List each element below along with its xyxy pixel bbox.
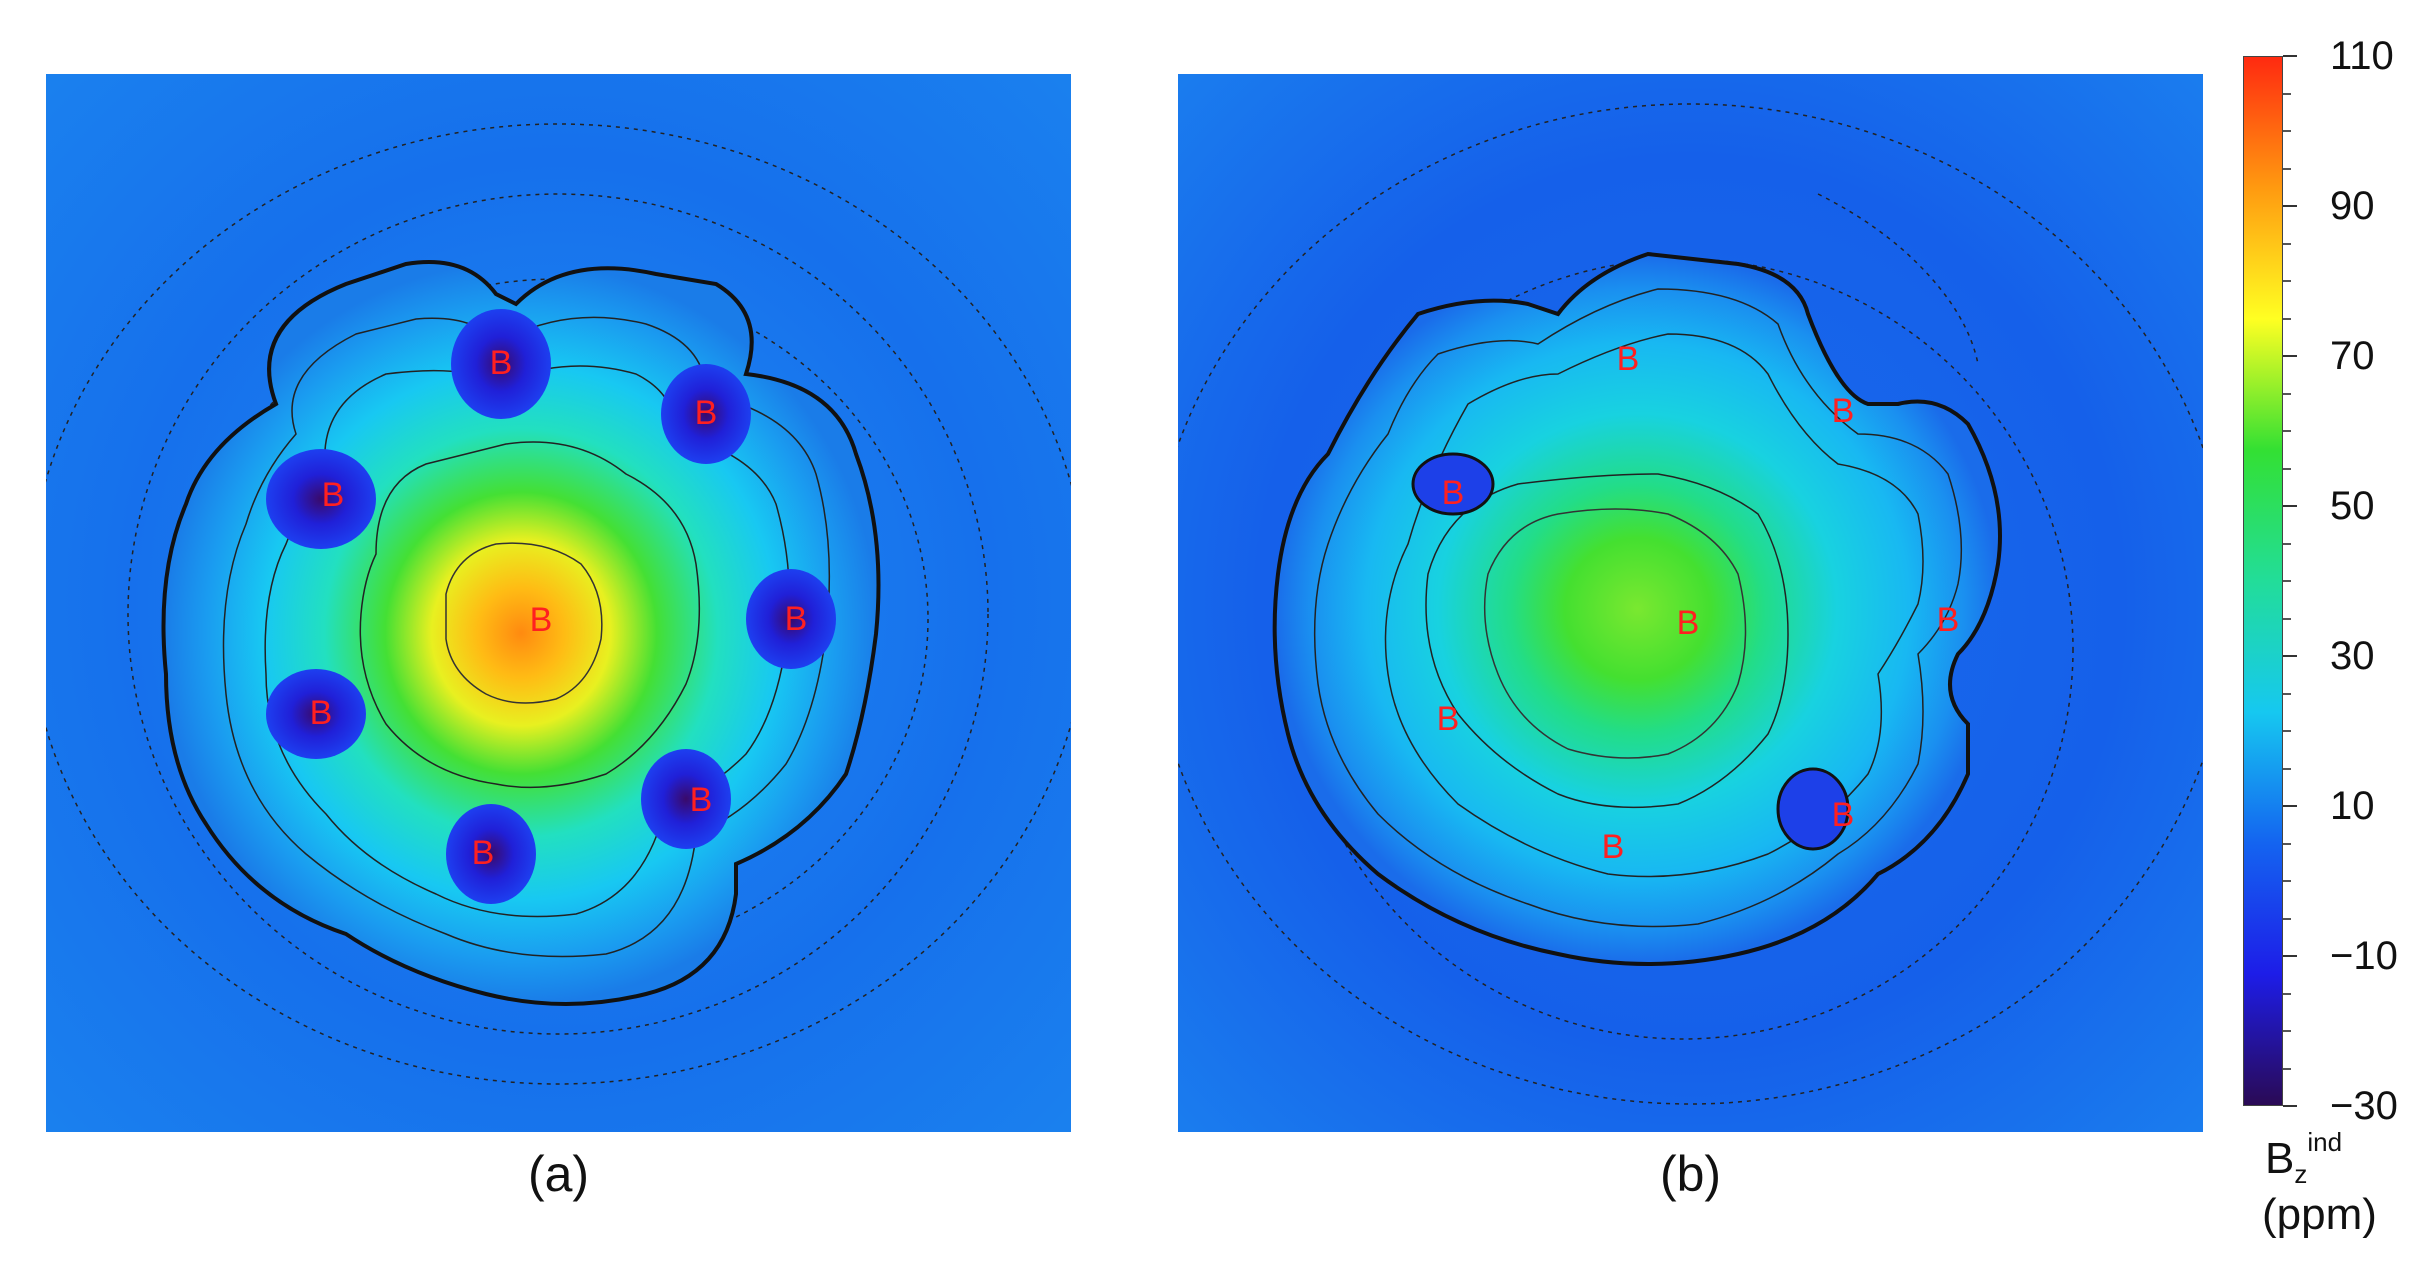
colorbar-minor-tick xyxy=(2283,392,2291,395)
shielded-region xyxy=(641,749,731,849)
colorbar-tick-label: 70 xyxy=(2330,334,2375,378)
colorbar-tick-label: 30 xyxy=(2330,634,2375,678)
colorbar-minor-tick xyxy=(2283,917,2291,920)
colorbar-tick xyxy=(2283,355,2297,357)
colorbar-minor-tick xyxy=(2283,280,2291,282)
atom-label: B xyxy=(1832,796,1855,834)
shielded-region xyxy=(1411,452,1495,516)
contour-line xyxy=(1178,103,2203,1105)
colorbar-minor-tick xyxy=(2283,317,2291,320)
atom-label: B xyxy=(1437,700,1460,738)
colorbar-tick-label: −30 xyxy=(2330,1084,2398,1128)
heatmap-b-svg: B B B B B B B B xyxy=(1178,74,2203,1132)
shielded-region xyxy=(446,804,536,904)
colorbar-tick xyxy=(2283,1105,2297,1107)
atom-label: B xyxy=(472,834,495,872)
colorbar-tick xyxy=(2283,505,2297,507)
colorbar-minor-tick xyxy=(2283,1067,2291,1070)
colorbar-title-sub: z xyxy=(2294,1159,2308,1189)
colorbar-minor-tick xyxy=(2283,92,2291,95)
colorbar-minor-tick xyxy=(2283,767,2291,770)
panel-caption-a: (a) xyxy=(527,1146,590,1202)
colorbar-title-sup: ind xyxy=(2307,1127,2343,1157)
atom-label: B xyxy=(322,476,345,514)
colorbar-tick xyxy=(2283,205,2297,207)
contour-line xyxy=(222,316,831,958)
atom-label: B xyxy=(785,600,808,638)
heatmap-panel-a: B B B B B B B B xyxy=(46,74,1071,1132)
contour-line xyxy=(359,441,701,789)
contour-line xyxy=(1384,333,1924,878)
atom-label: B xyxy=(1602,828,1625,866)
atom-label: B xyxy=(690,781,713,819)
colorbar-minor-tick xyxy=(2283,130,2291,132)
shielded-region xyxy=(266,669,366,759)
colorbar-tick-label: −10 xyxy=(2330,934,2398,978)
atom-label: B xyxy=(1617,340,1640,378)
colorbar-tick xyxy=(2283,655,2297,657)
colorbar-minor-tick xyxy=(2283,880,2291,882)
contour-line xyxy=(46,123,1071,1085)
shielded-region xyxy=(266,449,376,549)
shielded-region xyxy=(746,569,836,669)
shielded-region xyxy=(451,309,551,419)
colorbar-tick-label: 110 xyxy=(2330,34,2394,78)
atom-label: B xyxy=(490,344,513,382)
atom-label: B xyxy=(695,394,718,432)
atom-label: B xyxy=(310,694,333,732)
contour-line xyxy=(127,193,989,1035)
colorbar-tick xyxy=(2283,55,2297,57)
contour-line xyxy=(445,542,603,704)
contour-line xyxy=(1817,193,1979,365)
contour-line xyxy=(187,278,929,960)
colorbar-minor-tick xyxy=(2283,580,2291,582)
atom-label: B xyxy=(1937,601,1960,639)
shielded-region xyxy=(661,364,751,464)
panel-caption-b: (b) xyxy=(1659,1146,1722,1202)
colorbar-unit: (ppm) xyxy=(2262,1190,2377,1239)
colorbar xyxy=(2243,56,2283,1106)
colorbar-tick xyxy=(2283,955,2297,957)
colorbar-minor-tick xyxy=(2283,730,2291,732)
atom-label: B xyxy=(1442,474,1465,512)
colorbar-minor-tick xyxy=(2283,430,2291,432)
colorbar-tick-label: 10 xyxy=(2330,784,2375,828)
colorbar-minor-tick xyxy=(2283,617,2291,620)
colorbar-tick-label: 90 xyxy=(2330,184,2375,228)
colorbar-title-main: B xyxy=(2265,1134,2295,1183)
contour-line xyxy=(1483,508,1747,759)
contour-line xyxy=(1425,473,1789,809)
heatmap-panel-b: B B B B B B B B xyxy=(1178,74,2203,1132)
colorbar-tick-label: 50 xyxy=(2330,484,2375,528)
colorbar-minor-tick xyxy=(2283,242,2291,245)
colorbar-minor-tick xyxy=(2283,167,2291,170)
colorbar-minor-tick xyxy=(2283,692,2291,695)
heatmap-a-svg: B B B B B B B B xyxy=(46,74,1071,1132)
atom-label: B xyxy=(1832,392,1855,430)
shielded-region xyxy=(1776,767,1850,851)
colorbar-minor-tick xyxy=(2283,992,2291,995)
colorbar-tick xyxy=(2283,805,2297,807)
colorbar-title: Bzind xyxy=(2265,1116,2342,1200)
colorbar-minor-tick xyxy=(2283,1030,2291,1032)
atom-label: B xyxy=(1677,604,1700,642)
contour-line xyxy=(1313,288,1963,928)
atom-label: B xyxy=(530,601,553,639)
colorbar-minor-tick xyxy=(2283,542,2291,545)
colorbar-minor-tick xyxy=(2283,842,2291,845)
colorbar-minor-tick xyxy=(2283,467,2291,470)
